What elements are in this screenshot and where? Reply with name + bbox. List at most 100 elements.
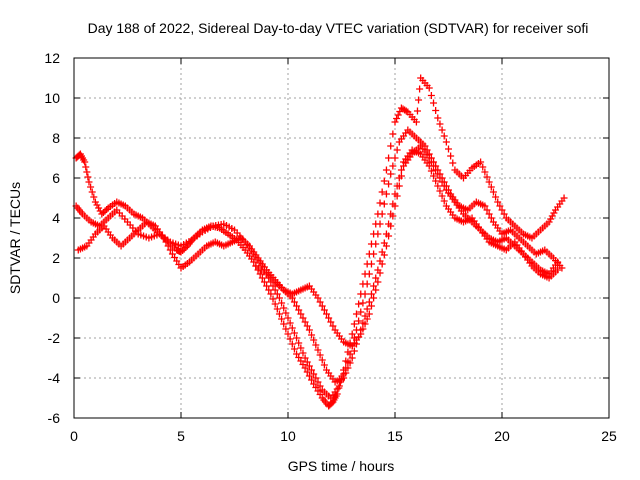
- data-point: [436, 187, 444, 195]
- data-point: [361, 320, 369, 328]
- data-point: [376, 199, 384, 207]
- data-point: [380, 200, 388, 208]
- data-point: [363, 280, 371, 288]
- data-point: [430, 99, 438, 107]
- data-point: [301, 364, 309, 372]
- data-point: [382, 190, 390, 198]
- y-tick-label: 6: [52, 170, 60, 186]
- data-point: [275, 294, 283, 302]
- data-point: [378, 188, 386, 196]
- data-point: [438, 178, 446, 186]
- y-axis-label: SDTVAR / TECUs: [7, 182, 23, 294]
- data-point: [412, 118, 420, 126]
- data-point: [365, 270, 373, 278]
- y-tick-label: -2: [48, 330, 61, 346]
- data-point: [440, 182, 448, 190]
- data-point: [293, 334, 301, 342]
- data-point: [548, 212, 556, 220]
- data-point: [290, 345, 298, 353]
- data-point: [430, 172, 438, 180]
- data-point: [344, 364, 352, 372]
- data-point: [434, 114, 442, 122]
- data-point: [425, 84, 433, 92]
- data-point: [367, 260, 375, 268]
- data-point: [160, 234, 168, 242]
- data-point: [363, 305, 371, 313]
- data-point: [295, 306, 303, 314]
- data-point: [483, 173, 491, 181]
- data-point: [310, 370, 318, 378]
- data-point: [162, 238, 170, 246]
- data-point: [479, 163, 487, 171]
- data-point: [282, 309, 290, 317]
- data-point: [288, 340, 296, 348]
- data-point: [308, 376, 316, 384]
- data-point: [278, 315, 286, 323]
- data-point: [485, 210, 493, 218]
- data-point: [81, 158, 89, 166]
- data-point: [413, 107, 421, 115]
- data-point: [483, 206, 491, 214]
- data-point: [308, 366, 316, 374]
- data-point: [297, 310, 305, 318]
- data-point: [284, 330, 292, 338]
- data-point: [95, 204, 103, 212]
- data-point: [393, 146, 401, 154]
- data-point: [303, 322, 311, 330]
- data-point: [269, 295, 277, 303]
- data-point: [397, 172, 405, 180]
- data-point: [378, 260, 386, 268]
- data-point: [275, 310, 283, 318]
- data-point: [359, 299, 367, 307]
- data-point: [496, 202, 504, 210]
- x-axis-label: GPS time / hours: [288, 458, 395, 474]
- data-point: [385, 232, 393, 240]
- data-point: [305, 372, 313, 380]
- data-point: [316, 351, 324, 359]
- data-point: [359, 325, 367, 333]
- data-point: [438, 192, 446, 200]
- data-point: [547, 215, 555, 223]
- data-point: [394, 111, 402, 119]
- data-point: [290, 298, 298, 306]
- data-point: [350, 347, 358, 355]
- data-point: [380, 251, 388, 259]
- data-point: [267, 290, 275, 298]
- data-point: [350, 320, 358, 328]
- data-point: [427, 158, 435, 166]
- series-track-d: [252, 142, 562, 350]
- data-point: [99, 209, 107, 216]
- y-tick-label: 0: [52, 290, 60, 306]
- data-point: [316, 382, 324, 390]
- data-point: [314, 346, 322, 354]
- data-point: [385, 154, 393, 162]
- data-point: [492, 193, 500, 201]
- data-point: [314, 378, 322, 386]
- data-point: [250, 258, 258, 266]
- data-point: [363, 315, 371, 323]
- data-point: [432, 107, 440, 114]
- data-point: [297, 344, 305, 352]
- data-point: [282, 325, 290, 333]
- data-point: [432, 166, 440, 174]
- plot-frame: [73, 57, 610, 419]
- x-tick-label: 10: [280, 428, 296, 444]
- data-point: [395, 182, 403, 190]
- data-point: [425, 154, 433, 162]
- tick-labels: 0 5 10 15 20 25 -6 -4 -2 0 2 4 6 8 10 12: [44, 50, 617, 444]
- data-points: [72, 74, 568, 410]
- data-point: [434, 170, 442, 178]
- data-point: [295, 339, 303, 347]
- data-point: [370, 250, 378, 258]
- data-point: [550, 209, 558, 217]
- data-point: [440, 197, 448, 205]
- data-point: [286, 319, 294, 327]
- data-point: [177, 248, 185, 256]
- data-point: [90, 193, 98, 201]
- data-point: [256, 270, 264, 278]
- data-point: [545, 218, 553, 226]
- data-point: [489, 188, 497, 196]
- data-point: [346, 350, 354, 358]
- data-point: [481, 168, 489, 176]
